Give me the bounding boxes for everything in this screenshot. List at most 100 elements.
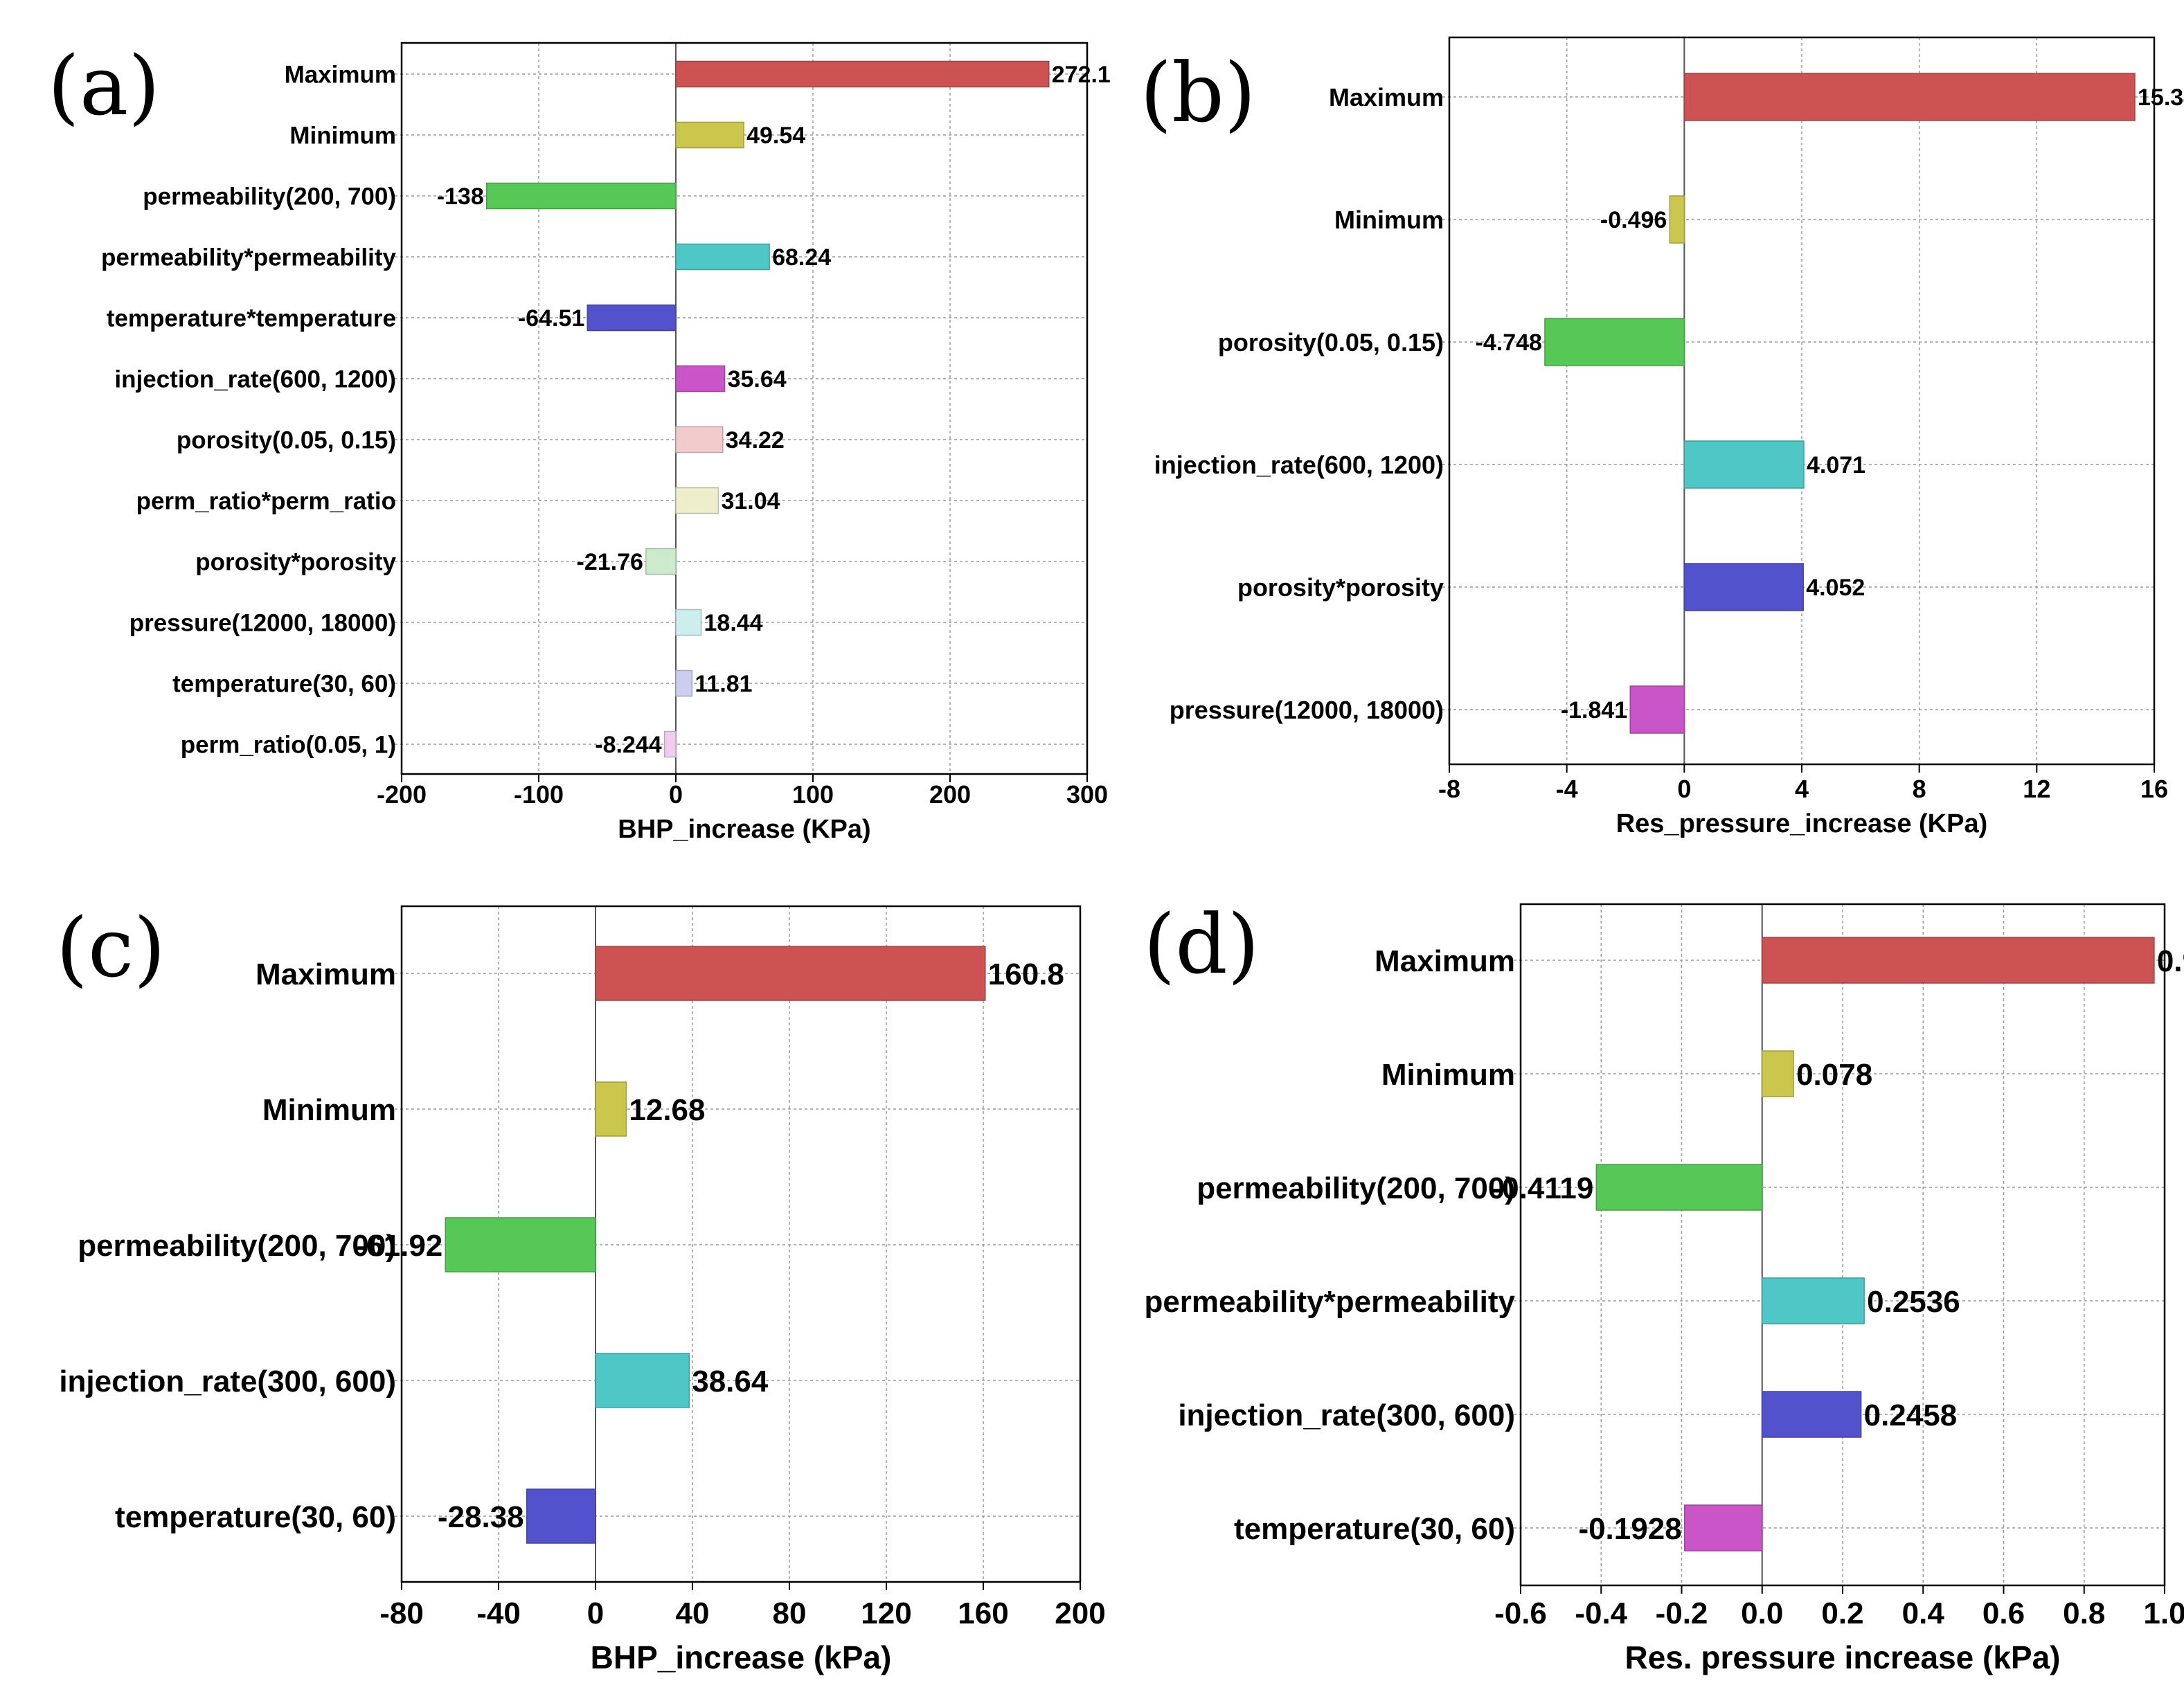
bar	[445, 1217, 596, 1272]
x-tick-label: 0	[587, 1596, 604, 1630]
x-tick-label: 1.0	[2143, 1596, 2184, 1630]
category-label: injection_rate(600, 1200)	[114, 366, 396, 393]
data-label: 4.071	[1807, 452, 1865, 478]
data-label: -8.244	[595, 732, 661, 758]
bar	[1544, 318, 1685, 366]
x-tick-label: 40	[676, 1596, 710, 1630]
panel-letter: (c)	[56, 900, 165, 996]
bar	[675, 365, 726, 393]
category-label: pressure(12000, 18000)	[1170, 696, 1444, 724]
category-label: permeability*permeability	[101, 244, 397, 271]
x-tick-label: 160	[958, 1596, 1008, 1630]
category-label: Maximum	[256, 957, 396, 991]
category-label: temperature(30, 60)	[1234, 1512, 1515, 1546]
category-label: perm_ratio*perm_ratio	[136, 488, 396, 515]
x-tick-label: 120	[861, 1596, 911, 1630]
chart-panel-3: (d) -0.6 -0.4 -0.2 0.0 0.2 0.4 0.6 0.8 1.0 Maximum…	[1143, 897, 2184, 1675]
bar	[595, 946, 986, 1001]
x-tick-label: 0	[1677, 775, 1691, 803]
data-label: 49.54	[746, 123, 805, 149]
data-label: 38.64	[692, 1365, 769, 1398]
panel-letter: (a)	[48, 38, 160, 134]
category-label: Minimum	[289, 123, 396, 150]
data-label: -0.1928	[1578, 1512, 1681, 1546]
data-label: 18.44	[704, 610, 763, 636]
bar	[675, 487, 719, 514]
plot-frame	[1519, 903, 2166, 1587]
category-label: perm_ratio(0.05, 1)	[181, 732, 396, 759]
bar	[675, 243, 770, 271]
x-tick-label: 0	[669, 780, 683, 809]
data-label: -0.4119	[1492, 1171, 1594, 1205]
x-tick-label: 80	[773, 1596, 807, 1630]
bar	[1683, 563, 1804, 611]
category-label: permeability(200, 700)	[143, 183, 396, 210]
bar	[675, 60, 1050, 88]
panel-letter: (b)	[1140, 45, 1256, 141]
data-label: -4.748	[1476, 330, 1542, 356]
chart-panel-0: (a) -200 -100 0 100 200 300 Maximum 272.1 Minimum…	[48, 38, 1111, 844]
data-label: 12.68	[629, 1093, 705, 1127]
x-axis-title: BHP_increase (kPa)	[591, 1639, 892, 1675]
category-label: permeability(200, 700)	[78, 1229, 396, 1263]
bar	[1683, 73, 2136, 121]
x-axis-title: Res_pressure_increase (KPa)	[1616, 809, 1988, 838]
category-label: Minimum	[1381, 1058, 1515, 1092]
x-tick-label: -4	[1556, 775, 1578, 803]
data-label: 31.04	[721, 488, 780, 514]
data-label: 0.2536	[1867, 1285, 1960, 1319]
x-tick-label: 0.8	[2063, 1596, 2105, 1630]
category-label: porosity*porosity	[195, 549, 396, 576]
x-tick-label: 0.2	[1821, 1596, 1863, 1630]
category-label: permeability*permeability	[1144, 1285, 1515, 1319]
x-tick-label: 200	[1055, 1596, 1105, 1630]
data-label: 11.81	[695, 671, 752, 697]
data-label: 34.22	[726, 427, 785, 453]
x-tick-label: 100	[792, 780, 834, 809]
plot-frame	[400, 42, 1089, 775]
category-label: porosity(0.05, 0.15)	[177, 427, 396, 454]
x-tick-label: -200	[377, 780, 427, 809]
data-label: -0.496	[1600, 207, 1667, 233]
category-label: porosity*porosity	[1237, 573, 1444, 602]
data-label: 4.052	[1806, 575, 1865, 601]
category-label: Maximum	[1329, 83, 1444, 111]
bar	[587, 304, 677, 332]
bar	[663, 730, 677, 758]
bar	[1629, 685, 1685, 734]
category-label: temperature(30, 60)	[172, 671, 396, 698]
data-label: -138	[437, 183, 484, 210]
bar	[1762, 937, 2155, 984]
data-label: 15.34	[2138, 84, 2184, 111]
data-label: 0.078	[1796, 1058, 1872, 1092]
x-tick-label: -80	[379, 1596, 424, 1630]
category-label: pressure(12000, 18000)	[129, 610, 396, 637]
bar	[675, 426, 724, 453]
bar	[1762, 1391, 1862, 1438]
bar	[1683, 1504, 1763, 1551]
data-label: -28.38	[438, 1500, 524, 1534]
bar	[1669, 195, 1685, 244]
x-tick-label: 4	[1795, 775, 1809, 803]
category-label: Maximum	[285, 62, 396, 89]
plot-frame	[400, 905, 1082, 1583]
data-label: -1.841	[1561, 697, 1627, 723]
x-tick-label: -40	[476, 1596, 521, 1630]
category-label: Minimum	[1334, 206, 1444, 234]
data-label: -21.76	[577, 549, 643, 575]
plot-frame	[1448, 36, 2156, 766]
data-label: -61.92	[357, 1229, 443, 1263]
category-label: permeability(200, 700)	[1197, 1171, 1515, 1205]
bar	[526, 1488, 596, 1544]
bar	[486, 182, 677, 210]
x-tick-label: 300	[1066, 780, 1108, 809]
bar	[1683, 440, 1805, 489]
data-label: 272.1	[1052, 62, 1111, 88]
x-tick-label: -0.2	[1656, 1596, 1708, 1630]
chart-panel-1: (b) -8 -4 0 4 8 12 16 Maximum 15.34 Minimum -0.496 p…	[1140, 36, 2184, 838]
category-label: injection_rate(300, 600)	[1178, 1398, 1515, 1432]
x-tick-label: 16	[2140, 775, 2168, 803]
category-label: porosity(0.05, 0.15)	[1218, 328, 1444, 357]
category-label: Maximum	[1375, 944, 1515, 978]
